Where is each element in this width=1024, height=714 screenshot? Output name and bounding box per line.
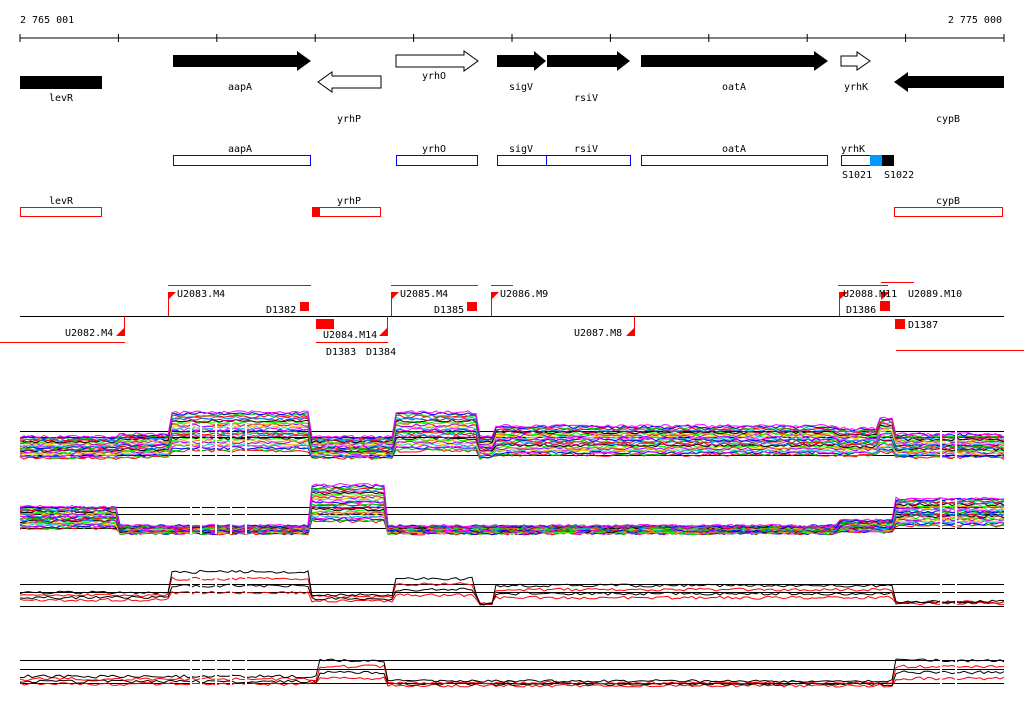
coordinate-ruler: 2 765 001 2 775 000 <box>19 15 1005 42</box>
terminator-label[interactable]: D1384 <box>366 347 396 358</box>
feature-label: S1022 <box>884 170 914 181</box>
feature-yrhP[interactable] <box>312 207 381 217</box>
gene-yrhK[interactable] <box>840 51 871 71</box>
gene-label: rsiV <box>574 93 598 104</box>
signal-series <box>19 518 1005 536</box>
feature-label: yrhP <box>337 196 361 207</box>
promoter-label[interactable]: U2088.M11 <box>843 289 897 300</box>
terminator-label[interactable]: D1385 <box>434 305 464 316</box>
feature-label: yrhK <box>841 144 865 155</box>
feature-label: cypB <box>936 196 960 207</box>
signal-panel-3 <box>19 569 1005 607</box>
promoter-track: U2083.M4 D1382 U2085.M4 D1385 U2086.M9 U… <box>0 282 1024 358</box>
signal-series <box>19 427 1005 449</box>
signal-panel-4 <box>19 652 1005 690</box>
signal-series <box>19 418 1005 444</box>
signal-series <box>19 438 1005 455</box>
signal-series <box>19 410 1005 439</box>
gene-track: levR aapA yrhP yrhO sigV rsiV oatA yrhK … <box>20 50 1004 125</box>
gene-label: yrhP <box>337 114 361 125</box>
signal-series <box>19 583 1005 606</box>
feature-label: yrhO <box>422 144 446 155</box>
feature-label: levR <box>49 196 74 207</box>
promoter-label[interactable]: U2087.M8 <box>574 328 622 339</box>
gene-aapA[interactable] <box>173 51 311 71</box>
signal-panel-1 <box>19 410 1005 464</box>
promoter-label[interactable]: U2084.M14 <box>323 330 377 341</box>
signal-series <box>19 428 1005 450</box>
feature-label: S1021 <box>842 170 872 181</box>
feature-aapA[interactable] <box>173 155 311 166</box>
feature-S1021[interactable] <box>870 155 882 166</box>
feature-oatA[interactable] <box>641 155 828 166</box>
gene-label: yrhK <box>844 82 868 93</box>
gene-label: levR <box>49 93 74 104</box>
gene-cypB[interactable] <box>894 72 1004 92</box>
promoter-label[interactable]: U2089.M10 <box>908 289 962 300</box>
expression-signal-tracks <box>19 410 1005 690</box>
signal-series <box>19 435 1005 453</box>
feature-label: oatA <box>722 144 746 155</box>
signal-series <box>19 445 1005 459</box>
feature-yrhO[interactable] <box>396 155 478 166</box>
ruler-start-label: 2 765 001 <box>20 15 74 26</box>
ruler-end-label: 2 775 000 <box>948 15 1002 26</box>
gene-levR[interactable] <box>20 76 102 89</box>
gene-yrhO[interactable] <box>395 50 479 72</box>
gene-oatA[interactable] <box>641 51 828 71</box>
signal-series <box>19 417 1005 443</box>
gene-sigV[interactable] <box>497 51 546 71</box>
gene-label: yrhO <box>422 71 446 82</box>
signal-series <box>19 431 1005 451</box>
feature-label: rsiV <box>574 144 598 155</box>
signal-series <box>19 590 1005 606</box>
gene-label: aapA <box>228 82 252 93</box>
signal-series <box>19 569 1005 606</box>
promoter-label[interactable]: U2086.M9 <box>500 289 548 300</box>
terminator-label[interactable]: D1383 <box>326 347 356 358</box>
signal-series <box>19 425 1005 448</box>
gene-label: sigV <box>509 82 533 93</box>
signal-series <box>20 658 1005 684</box>
gene-rsiV[interactable] <box>547 51 630 71</box>
feature-levR[interactable] <box>20 207 102 217</box>
promoter-label[interactable]: U2083.M4 <box>177 289 225 300</box>
signal-series <box>19 484 1005 529</box>
terminator-label[interactable]: D1382 <box>266 305 296 316</box>
feature-label: aapA <box>228 144 252 155</box>
minus-feature-track: levR yrhP cypB <box>20 196 1003 217</box>
terminator-label[interactable]: D1387 <box>908 320 938 331</box>
gene-label: oatA <box>722 82 746 93</box>
signal-series <box>19 482 1005 529</box>
feature-yrhK[interactable] <box>841 155 871 166</box>
gene-yrhP[interactable] <box>317 71 382 93</box>
feature-S1022[interactable] <box>882 155 894 166</box>
signal-series <box>19 415 1005 442</box>
plus-feature-track: aapA yrhO sigV rsiV oatA yrhK S1021 S102… <box>173 144 914 181</box>
feature-cypB[interactable] <box>894 207 1003 217</box>
gene-label: cypB <box>936 114 960 125</box>
promoter-label[interactable]: U2085.M4 <box>400 289 448 300</box>
signal-series <box>19 423 1005 446</box>
signal-series <box>19 492 1005 530</box>
feature-sigV[interactable] <box>497 155 547 166</box>
signal-panel-2 <box>19 482 1005 536</box>
promoter-label[interactable]: U2082.M4 <box>65 328 113 339</box>
terminator-label[interactable]: D1386 <box>846 305 876 316</box>
feature-label: sigV <box>509 144 533 155</box>
signal-series <box>19 421 1005 445</box>
signal-series <box>19 430 1005 450</box>
signal-series <box>19 576 1005 605</box>
feature-rsiV[interactable] <box>546 155 631 166</box>
signal-series <box>19 670 1005 687</box>
